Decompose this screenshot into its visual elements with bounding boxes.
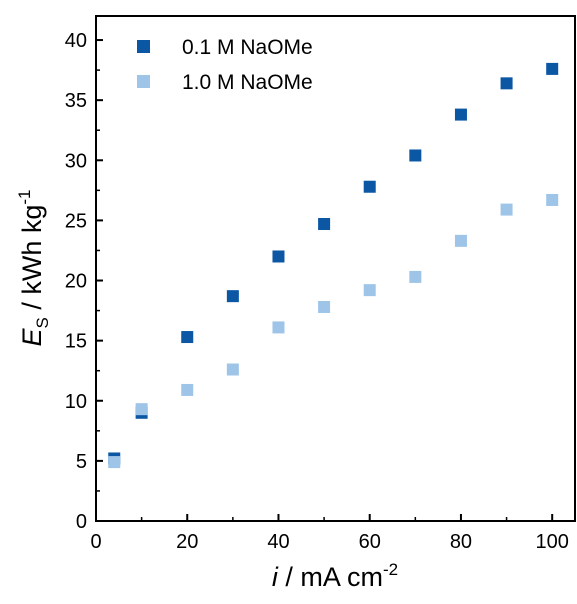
x-tick-label: 20	[176, 531, 198, 553]
data-point-series-2	[181, 383, 194, 396]
data-point-series-1	[226, 290, 239, 303]
data-point-series-1	[181, 331, 194, 344]
x-axis-title-unit: / mA cm	[278, 562, 383, 592]
x-tick-label: 40	[267, 531, 289, 553]
y-tick-label: 15	[65, 331, 87, 353]
x-axis-title-exponent: -2	[383, 560, 398, 579]
data-point-series-2	[226, 363, 239, 376]
data-point-series-2	[318, 300, 331, 313]
data-point-series-2	[500, 203, 513, 216]
data-point-series-1	[363, 180, 376, 193]
x-tick-label: 100	[536, 531, 569, 553]
data-point-series-1	[318, 218, 331, 231]
y-axis-ticks: 0 5 10 15 20 25 30 35 40	[65, 30, 103, 533]
data-point-series-2	[409, 270, 422, 283]
legend: 0.1 M NaOMe 1.0 M NaOMe	[137, 36, 313, 94]
data-point-series-1	[500, 77, 513, 90]
y-tick-label: 20	[65, 271, 87, 293]
y-tick-label: 35	[65, 90, 87, 112]
data-point-series-2	[272, 321, 285, 334]
data-point-series-1	[272, 250, 285, 263]
legend-marker-series-2	[137, 75, 150, 88]
y-axis-title-exponent: -1	[15, 189, 34, 204]
x-axis-title: i / mA cm-2	[272, 560, 398, 592]
y-axis-title-unit: / kWh kg	[17, 205, 47, 318]
data-point-series-2	[135, 403, 148, 416]
data-point-series-1	[546, 62, 559, 75]
y-tick-label: 10	[65, 391, 87, 413]
legend-label-series-1: 0.1 M NaOMe	[182, 36, 313, 59]
y-tick-label: 25	[65, 210, 87, 232]
data-marks	[108, 62, 559, 469]
y-axis-title-subscript: S	[33, 317, 52, 328]
data-point-series-1	[454, 108, 467, 121]
plot-frame	[95, 15, 576, 522]
y-tick-label: 0	[76, 511, 87, 533]
data-point-series-2	[454, 234, 467, 247]
x-tick-label: 60	[359, 531, 381, 553]
x-axis-ticks: 0 20 40 60 80 100	[90, 514, 569, 553]
x-tick-label: 0	[90, 531, 101, 553]
data-point-series-2	[108, 456, 121, 469]
legend-marker-series-1	[137, 40, 150, 53]
legend-label-series-2: 1.0 M NaOMe	[182, 71, 313, 94]
y-tick-label: 30	[65, 150, 87, 172]
y-axis-title-variable: E	[17, 328, 47, 347]
data-point-series-2	[363, 284, 376, 297]
x-axis-title-variable: i	[272, 562, 279, 592]
data-point-series-2	[546, 193, 559, 206]
y-tick-label: 5	[76, 451, 87, 473]
data-point-series-1	[409, 149, 422, 162]
y-tick-label: 40	[65, 30, 87, 52]
x-tick-label: 80	[450, 531, 472, 553]
y-axis-title: ES / kWh kg-1	[15, 189, 52, 346]
